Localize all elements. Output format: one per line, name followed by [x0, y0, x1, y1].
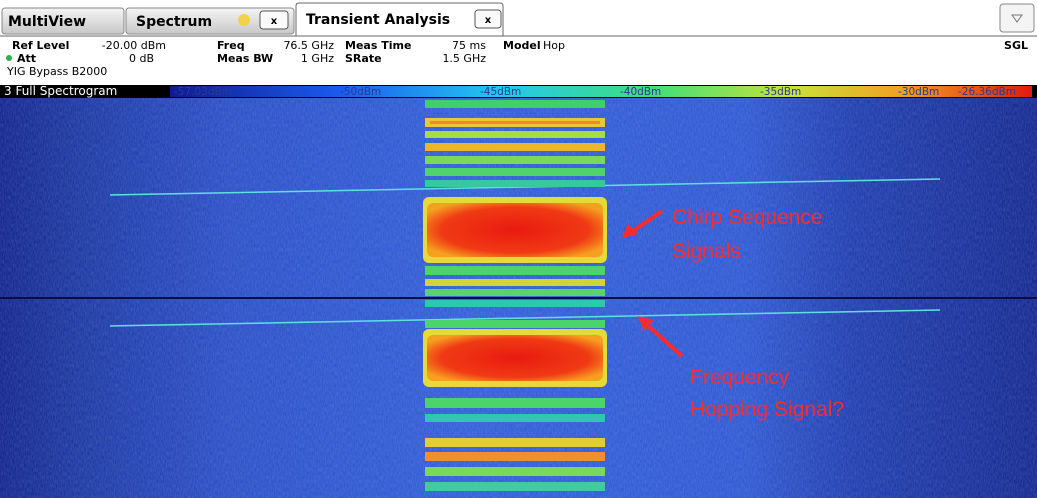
tab-label: Transient Analysis: [306, 12, 450, 28]
setting-label: Meas BW: [217, 52, 273, 65]
annotation: Hopping Signal?: [690, 398, 844, 421]
setting-value: Hop: [543, 39, 565, 52]
scale-label: -45dBm: [480, 86, 521, 98]
dropdown-button[interactable]: [1000, 4, 1034, 32]
scale-label: -26.36dBm: [958, 86, 1016, 98]
setting-value: 75 ms: [452, 39, 486, 52]
setting-value: 1.5 GHz: [442, 52, 486, 65]
status-dot: [6, 55, 12, 61]
close-label: x: [485, 15, 492, 26]
analyzer-screen: MultiView Spectrum x Transient Analysis …: [0, 0, 1037, 498]
spectrogram: [0, 98, 1037, 498]
scale-label: -57.03dBm: [174, 86, 232, 98]
sweep-mode: SGL: [1004, 39, 1028, 52]
annotation: Chirp Sequence: [672, 206, 823, 229]
annotation: Frequency: [690, 366, 790, 389]
setting-label: Meas Time: [345, 39, 411, 52]
scale-label: -50dBm: [340, 86, 381, 98]
setting-label: SRate: [345, 52, 382, 65]
scale-label: -30dBm: [898, 86, 939, 98]
close-label: x: [271, 16, 278, 27]
scale-label: -35dBm: [760, 86, 801, 98]
setting-label: Att: [17, 52, 36, 65]
setting-label: Freq: [217, 39, 245, 52]
spectrogram-title: 3 Full Spectrogram: [4, 84, 117, 98]
setting-label: Ref Level: [12, 39, 69, 52]
tab-icon: [238, 14, 250, 26]
note: YIG Bypass B2000: [6, 65, 107, 78]
setting-value: 0 dB: [129, 52, 154, 65]
tab-label: Spectrum: [136, 14, 212, 30]
annotation: Signals: [672, 240, 741, 263]
setting-value: 1 GHz: [301, 52, 334, 65]
scale-label: -40dBm: [620, 86, 661, 98]
setting-value: -20.00 dBm: [102, 39, 166, 52]
setting-label: Model: [503, 39, 541, 52]
tab-label: MultiView: [8, 14, 86, 30]
setting-value: 76.5 GHz: [283, 39, 334, 52]
